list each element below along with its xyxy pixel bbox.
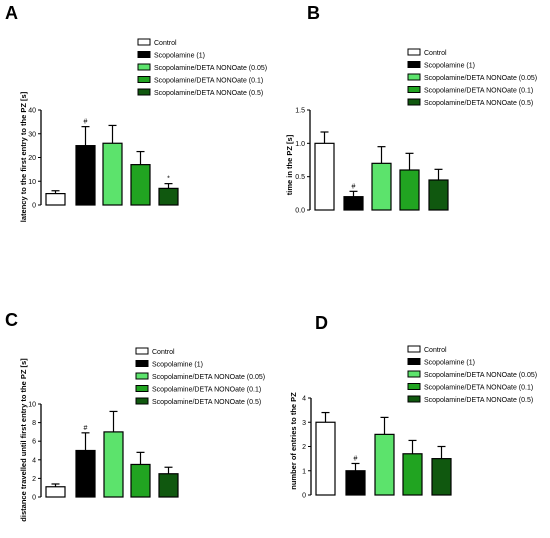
legend-swatch [137,76,151,83]
legend-label: Scopolamine/DETA NONOate (0.1) [154,78,263,85]
legend-label: Scopolamine (1) [424,63,475,70]
y-tick-label: 10 [28,402,36,409]
significance-marker: # [354,455,358,462]
y-tick-label: 3 [302,420,306,427]
y-tick-label: 1.0 [295,141,305,148]
legend-swatch [135,360,149,367]
y-tick-label: 0 [32,203,36,210]
legend-swatch [137,88,151,96]
legend-label: Scopolamine/DETA NONOate (0.1) [424,385,533,392]
y-axis-label: time in the PZ [s] [285,134,294,195]
y-tick-label: 0.5 [295,174,305,181]
legend-swatch [135,347,149,355]
y-tick-label: 6 [32,439,36,446]
bar [314,142,335,211]
y-tick-label: 30 [28,131,36,138]
bar [345,470,366,496]
bar [402,453,423,496]
legend-swatch [135,385,149,392]
legend-swatch [135,397,149,405]
legend-label: Control [152,349,175,356]
legend-label: Scopolamine/DETA NONOate (0.5) [152,399,261,406]
y-tick-label: 4 [32,457,36,464]
bar [371,162,392,211]
legend-label: Scopolamine/DETA NONOate (0.05) [424,372,537,379]
legend-label: Scopolamine/DETA NONOate (0.05) [152,374,265,381]
y-tick-label: 4 [302,396,306,403]
legend-swatch [407,345,421,353]
bar [399,169,420,211]
significance-marker: # [84,425,88,432]
y-tick-label: 10 [28,179,36,186]
significance-marker: # [352,183,356,190]
bar [45,193,66,206]
legend-swatch [407,358,421,365]
legend-swatch [137,63,151,71]
bar [75,449,96,498]
significance-marker: * [167,176,170,183]
bar [374,433,395,496]
bar [75,145,96,206]
bar [343,196,364,211]
bar [431,458,452,496]
legend-label: Scopolamine/DETA NONOate (0.1) [152,387,261,394]
bar [102,142,123,206]
legend-swatch [407,61,421,68]
y-tick-label: 0 [302,493,306,500]
legend-label: Scopolamine (1) [424,360,475,367]
legend-swatch [407,395,421,403]
legend-label: Scopolamine/DETA NONOate (0.05) [424,75,537,82]
y-tick-label: 1 [302,468,306,475]
panel-label: C [5,310,18,330]
y-tick-label: 40 [28,108,36,115]
legend-swatch [407,383,421,390]
legend-swatch [407,98,421,106]
legend-label: Scopolamine (1) [154,53,205,60]
y-tick-label: 0.0 [295,208,305,215]
legend-label: Control [154,40,177,47]
legend-swatch [407,73,421,81]
legend-label: Scopolamine/DETA NONOate (0.5) [154,90,263,97]
y-tick-label: 8 [32,420,36,427]
bar [45,486,66,498]
legend-swatch [407,86,421,93]
legend-swatch [135,372,149,380]
bar [103,431,124,498]
y-axis-label: number of entries to the PZ [289,392,298,490]
bar [158,187,179,206]
chart-panel-d: D 0 1 2 3 4 number of entries to the PZ # Contro… [289,313,537,500]
chart-panel-b: B 0.0 0.5 1.0 1.5 time in the PZ [s] # Control S… [285,3,537,215]
y-axis-label: latency to the first entry to the PZ [s] [19,91,28,222]
significance-marker: # [84,119,88,126]
y-tick-label: 2 [32,476,36,483]
legend-swatch [407,370,421,378]
legend-label: Scopolamine/DETA NONOate (0.5) [424,397,533,404]
panel-label: D [315,313,328,333]
bar [130,164,151,206]
bar [315,421,336,496]
legend-label: Scopolamine/DETA NONOate (0.05) [154,65,267,72]
y-axis-label: distance travelled until first entry to … [19,358,28,522]
legend-label: Control [424,50,447,57]
legend-label: Control [424,347,447,354]
y-tick-label: 0 [32,495,36,502]
legend-swatch [137,51,151,58]
y-tick-label: 1.5 [295,108,305,115]
y-tick-label: 2 [302,444,306,451]
legend-label: Scopolamine/DETA NONOate (0.5) [424,100,533,107]
y-tick-label: 20 [28,155,36,162]
legend-label: Scopolamine (1) [152,362,203,369]
panel-label: A [5,3,18,23]
bar [130,463,151,498]
legend-swatch [137,38,151,46]
legend-swatch [407,48,421,56]
legend-label: Scopolamine/DETA NONOate (0.1) [424,88,533,95]
bar [428,179,449,211]
panel-label: B [307,3,320,23]
bar [158,473,179,498]
